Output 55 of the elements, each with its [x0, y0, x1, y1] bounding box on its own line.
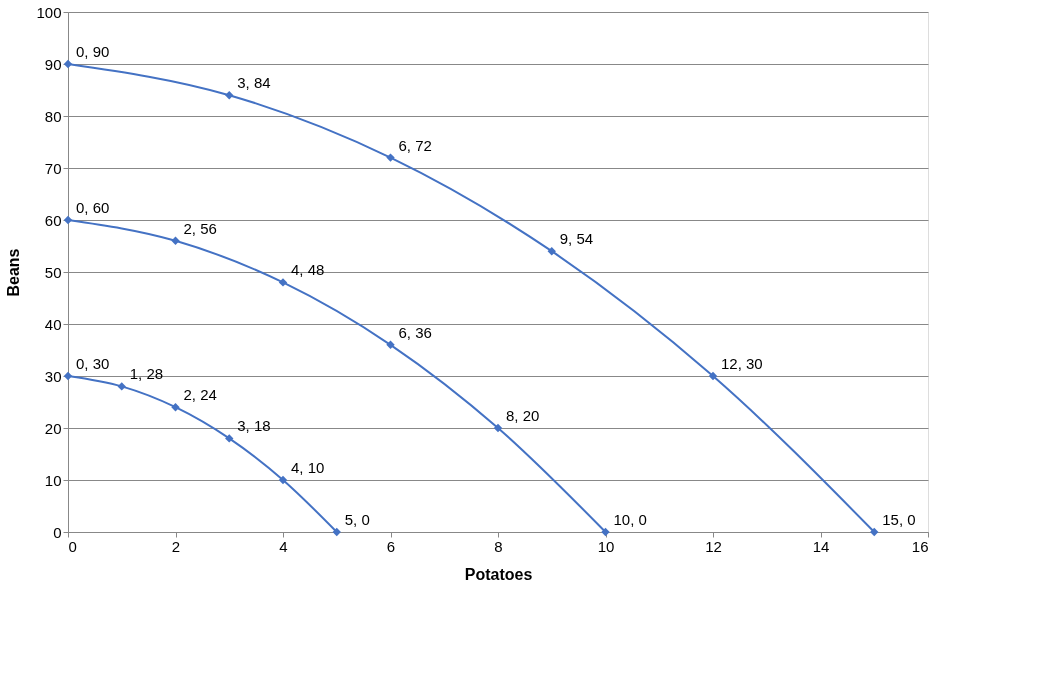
point — [225, 91, 234, 100]
data-label: 4, 10 — [291, 459, 325, 476]
data-label: 0, 60 — [76, 199, 110, 216]
point — [870, 527, 879, 537]
x-tick-label: 12 — [705, 537, 722, 555]
data-label: 3, 84 — [237, 74, 271, 92]
x-tick-label: 14 — [812, 537, 830, 555]
point — [547, 247, 556, 256]
x-tick-label: 8 — [494, 537, 503, 555]
data-label: 0, 90 — [76, 43, 110, 60]
x-axis-title: Potatoes — [464, 565, 533, 583]
y-tick-label: 0 — [53, 523, 62, 541]
y-tick-label: 30 — [44, 367, 62, 385]
y-tick-label: 50 — [44, 263, 62, 281]
point — [278, 475, 288, 485]
point — [171, 236, 180, 245]
y-tick-label: 20 — [44, 419, 62, 437]
point — [708, 371, 718, 381]
x-tick-label: 0 — [68, 537, 77, 555]
data-label: 6, 72 — [398, 136, 432, 154]
y-tick-label: 70 — [44, 159, 62, 177]
data-label: 8, 20 — [506, 407, 540, 424]
data-label: 12, 30 — [721, 355, 763, 372]
data-label: 5, 0 — [344, 511, 370, 528]
data-label: 1, 28 — [129, 365, 164, 383]
point — [332, 527, 341, 537]
y-axis-title: Beans — [5, 248, 23, 297]
point — [386, 340, 395, 349]
data-label: 4, 48 — [291, 261, 325, 279]
data-label: 2, 24 — [183, 386, 217, 404]
point — [493, 423, 503, 433]
y-tick-label: 60 — [44, 211, 62, 229]
point — [601, 527, 610, 537]
data-label: 6, 36 — [398, 323, 432, 341]
point — [225, 434, 234, 443]
x-tick-label: 4 — [279, 537, 288, 555]
x-tick-label: 6 — [386, 537, 396, 555]
y-tick-label: 40 — [44, 315, 62, 333]
data-label: 15, 0 — [882, 511, 916, 528]
y-tick-label: 10 — [44, 471, 62, 489]
y-tick-label: 100 — [36, 3, 62, 21]
data-label: 0, 30 — [76, 355, 110, 372]
point — [278, 278, 288, 287]
y-tick-label: 90 — [44, 55, 62, 73]
data-label: 9, 54 — [559, 230, 594, 248]
point — [386, 153, 395, 162]
data-label: 2, 56 — [183, 219, 217, 237]
x-tick-label: 10 — [597, 537, 615, 555]
data-label: 10, 0 — [613, 511, 647, 528]
point — [171, 403, 180, 412]
point — [117, 382, 126, 391]
x-tick-label: 16 — [911, 537, 929, 555]
x-tick-label: 2 — [171, 537, 181, 555]
data-label: 3, 18 — [237, 417, 271, 435]
y-tick-label: 80 — [44, 107, 62, 125]
